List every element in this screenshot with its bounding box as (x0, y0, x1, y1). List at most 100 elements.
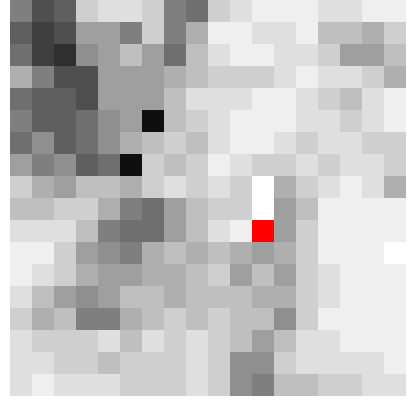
board-cell (142, 330, 164, 352)
board-cell (76, 308, 98, 330)
board-cell (120, 374, 142, 396)
board-cell (54, 0, 76, 22)
board-cell (142, 44, 164, 66)
board-cell (318, 0, 340, 22)
board-cell (252, 374, 274, 396)
board-cell (362, 66, 384, 88)
board-cell (296, 132, 318, 154)
board-cell (208, 286, 230, 308)
board-cell (32, 88, 54, 110)
board-cell (208, 264, 230, 286)
board-cell (142, 154, 164, 176)
board-cell (186, 0, 208, 22)
board-cell (186, 176, 208, 198)
board-cell (98, 88, 120, 110)
board-cell (32, 242, 54, 264)
board-cell (208, 22, 230, 44)
board-cell (230, 198, 252, 220)
board-cell (142, 132, 164, 154)
board-cell (10, 110, 32, 132)
board-cell (120, 308, 142, 330)
board-cell (186, 198, 208, 220)
board-cell (98, 66, 120, 88)
board-cell (10, 198, 32, 220)
board-cell (186, 308, 208, 330)
board-cell (186, 286, 208, 308)
board-cell (252, 132, 274, 154)
board-cell (142, 352, 164, 374)
board-cell (10, 44, 32, 66)
board-cell (164, 374, 186, 396)
board-cell (274, 88, 296, 110)
board-cell (98, 198, 120, 220)
board-cell (252, 242, 274, 264)
board-cell (340, 242, 362, 264)
board-cell (120, 0, 142, 22)
board-cell (76, 44, 98, 66)
board-cell (340, 330, 362, 352)
board-cell (384, 44, 406, 66)
board-cell (318, 352, 340, 374)
board-cell (274, 110, 296, 132)
board-cell (208, 198, 230, 220)
board-cell (54, 88, 76, 110)
board-cell (142, 88, 164, 110)
board-cell (340, 220, 362, 242)
board-cell (120, 286, 142, 308)
board-cell (384, 22, 406, 44)
board-cell (10, 66, 32, 88)
board-cell (318, 242, 340, 264)
board-cell (164, 286, 186, 308)
board-cell (120, 330, 142, 352)
board-cell (142, 176, 164, 198)
board-cell (186, 264, 208, 286)
board-cell (54, 330, 76, 352)
board-cell (340, 66, 362, 88)
board-cell (164, 220, 186, 242)
board-cell (296, 242, 318, 264)
board-cell (76, 352, 98, 374)
board-cell (76, 220, 98, 242)
board-cell (186, 88, 208, 110)
board-cell (120, 110, 142, 132)
board-cell (98, 308, 120, 330)
board-cell (362, 286, 384, 308)
board-cell (142, 22, 164, 44)
board-cell (76, 110, 98, 132)
board-cell (340, 22, 362, 44)
board-cell (362, 154, 384, 176)
board-cell (274, 374, 296, 396)
board-cell (10, 264, 32, 286)
board-cell (340, 308, 362, 330)
board-cell (318, 22, 340, 44)
board-cell (296, 352, 318, 374)
board-cell (142, 66, 164, 88)
board-cell (340, 176, 362, 198)
board-cell (318, 330, 340, 352)
board-cell (120, 264, 142, 286)
board-cell (296, 286, 318, 308)
board-cell (10, 220, 32, 242)
board-cell (208, 0, 230, 22)
board-cell (10, 154, 32, 176)
board-cell (164, 264, 186, 286)
board-cell (186, 352, 208, 374)
board-cell (76, 374, 98, 396)
board-cell (340, 286, 362, 308)
board-cell (208, 352, 230, 374)
board-cell (76, 242, 98, 264)
board-cell (32, 198, 54, 220)
board-cell (142, 374, 164, 396)
board-cell (76, 0, 98, 22)
board-cell (230, 242, 252, 264)
board-cell (54, 110, 76, 132)
board-cell (32, 220, 54, 242)
board-cell (362, 242, 384, 264)
board-cell (164, 176, 186, 198)
board-cell (296, 0, 318, 22)
board-cell (120, 66, 142, 88)
board-cell (32, 308, 54, 330)
board-cell (186, 242, 208, 264)
board-cell (362, 44, 384, 66)
board-cell (362, 352, 384, 374)
